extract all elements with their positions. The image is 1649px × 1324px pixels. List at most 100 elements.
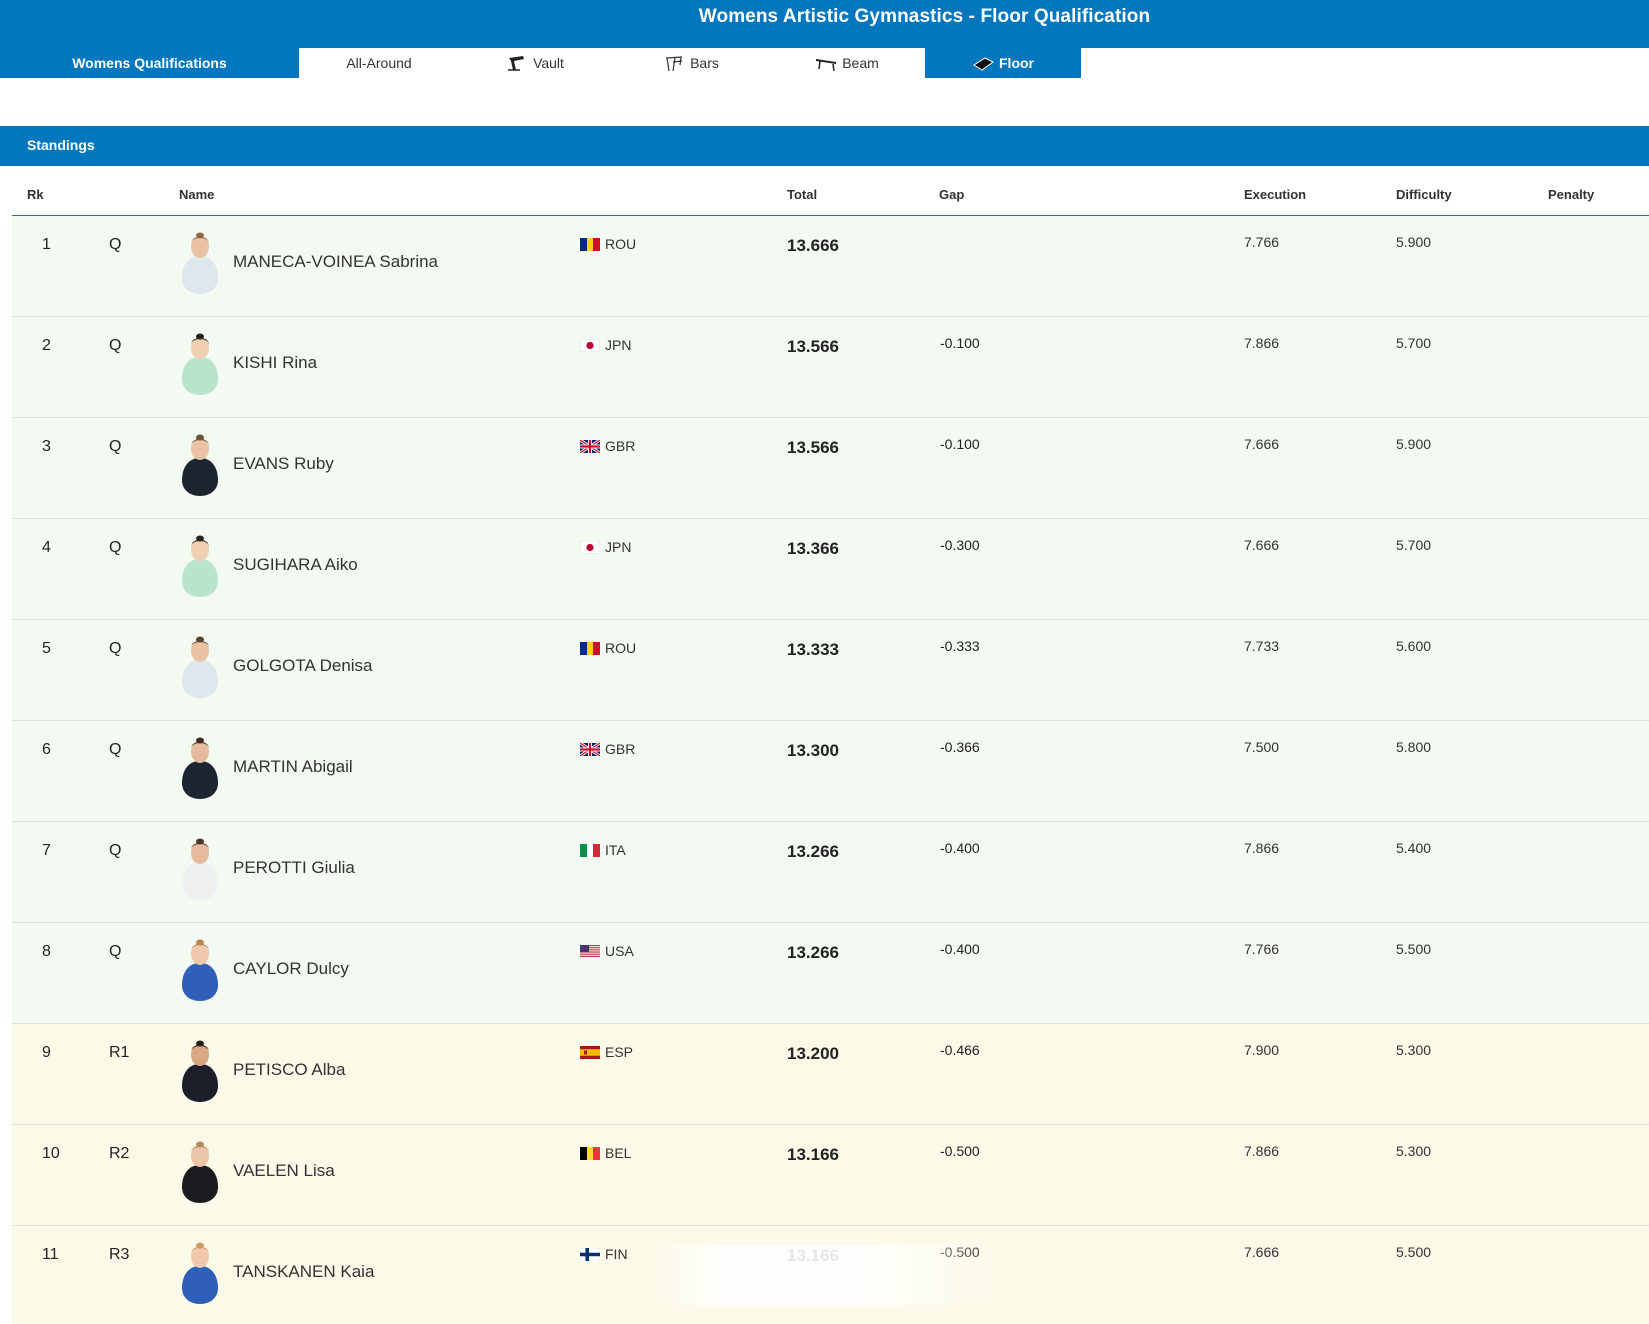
gap-value: -0.400	[940, 941, 980, 957]
vault-icon	[508, 56, 525, 71]
table-row[interactable]: 5 Q GOLGOTA Denisa ROU 13.333 -0.333 7.7…	[12, 620, 1649, 721]
table-row[interactable]: 8 Q CAYLOR Dulcy USA 13.266 -0.400 7.766…	[12, 923, 1649, 1024]
table-row[interactable]: 10 R2 VAELEN Lisa BEL 13.166 -0.500 7.86…	[12, 1125, 1649, 1226]
table-row[interactable]: 4 Q SUGIHARA Aiko JPN 13.366 -0.300 7.66…	[12, 519, 1649, 620]
difficulty-score: 5.300	[1396, 1042, 1432, 1058]
athlete-photo	[182, 939, 218, 1001]
noc-cell: ITA	[580, 842, 626, 858]
execution-score: 7.666	[1244, 436, 1280, 452]
athlete-name-link[interactable]: VAELEN Lisa	[233, 1161, 335, 1180]
athlete-photo	[182, 1040, 218, 1102]
execution-score: 7.666	[1244, 537, 1280, 553]
tab-womens-qualifications[interactable]: Womens Qualifications	[0, 48, 299, 78]
col-header-difficulty[interactable]: Difficulty	[1396, 187, 1452, 202]
flag-gbr-icon	[580, 439, 600, 453]
tab-beam[interactable]: Beam	[769, 48, 925, 78]
athlete-photo	[182, 737, 218, 799]
tab-bars[interactable]: Bars	[613, 48, 769, 78]
col-header-gap[interactable]: Gap	[939, 187, 965, 202]
table-row[interactable]: 7 Q PEROTTI Giulia ITA 13.266 -0.400 7.8…	[12, 822, 1649, 923]
noc-cell: ROU	[580, 640, 636, 656]
flag-gbr-icon	[580, 742, 600, 756]
rank-cell: 5	[42, 640, 51, 657]
athlete-name-link[interactable]: MANECA-VOINEA Sabrina	[233, 252, 439, 271]
total-score: 13.266	[787, 943, 839, 962]
execution-score: 7.733	[1244, 638, 1280, 654]
header-divider	[12, 215, 1649, 216]
execution-score: 7.866	[1244, 1143, 1280, 1159]
athlete-name-link[interactable]: EVANS Ruby	[233, 454, 334, 473]
difficulty-score: 5.500	[1396, 1244, 1432, 1260]
gap-value: -0.300	[940, 537, 980, 553]
difficulty-score: 5.500	[1396, 941, 1432, 957]
noc-cell: BEL	[580, 1145, 631, 1161]
flag-esp-icon	[580, 1045, 600, 1059]
flag-fin-icon	[580, 1247, 600, 1261]
noc-code: ITA	[605, 842, 626, 858]
difficulty-score: 5.600	[1396, 638, 1432, 654]
total-score: 13.266	[787, 842, 839, 861]
difficulty-score: 5.800	[1396, 739, 1432, 755]
qualification-status: Q	[109, 741, 122, 758]
athlete-photo	[182, 535, 218, 597]
col-header-rank[interactable]: Rk	[27, 187, 44, 202]
beam-icon	[816, 59, 837, 72]
tab-label: Floor	[999, 55, 1034, 71]
execution-score: 7.866	[1244, 335, 1280, 351]
tab-floor[interactable]: Floor	[925, 48, 1081, 78]
table-row[interactable]: 6 Q MARTIN Abigail GBR 13.300 -0.366 7.5…	[12, 721, 1649, 822]
noc-code: USA	[605, 943, 634, 959]
gap-value: -0.366	[940, 739, 980, 755]
tab-all-around[interactable]: All-Around	[301, 48, 457, 78]
athlete-name-link[interactable]: PETISCO Alba	[233, 1060, 346, 1079]
qualification-status: Q	[109, 943, 122, 960]
athlete-name-link[interactable]: GOLGOTA Denisa	[233, 656, 373, 675]
athlete-name-link[interactable]: CAYLOR Dulcy	[233, 959, 349, 978]
total-score: 13.666	[787, 236, 839, 255]
col-header-penalty[interactable]: Penalty	[1548, 187, 1595, 202]
tab-vault[interactable]: Vault	[457, 48, 613, 78]
total-score: 13.333	[787, 640, 839, 659]
floor-icon	[973, 57, 994, 71]
noc-code: ESP	[605, 1044, 634, 1060]
table-row[interactable]: 9 R1 PETISCO Alba ESP 13.200 -0.466 7.90…	[12, 1024, 1649, 1125]
noc-cell: GBR	[580, 741, 635, 757]
noc-cell: GBR	[580, 438, 635, 454]
tab-label: Bars	[690, 55, 719, 71]
qualification-status: R1	[109, 1044, 130, 1061]
col-header-total[interactable]: Total	[787, 187, 818, 202]
qualification-status: R2	[109, 1145, 130, 1162]
noc-code: GBR	[605, 741, 636, 757]
rank-cell: 3	[42, 438, 51, 455]
athlete-photo	[182, 1141, 218, 1203]
total-score: 13.366	[787, 539, 839, 558]
col-header-name[interactable]: Name	[179, 187, 215, 202]
gap-value: -0.500	[940, 1143, 980, 1159]
athlete-name-link[interactable]: KISHI Rina	[233, 353, 318, 372]
difficulty-score: 5.900	[1396, 234, 1432, 250]
table-row[interactable]: 2 Q KISHI Rina JPN 13.566 -0.100 7.866 5…	[12, 317, 1649, 418]
tab-label: All-Around	[346, 55, 412, 71]
athlete-name-link[interactable]: MARTIN Abigail	[233, 757, 353, 776]
athlete-name-link[interactable]: TANSKANEN Kaia	[233, 1262, 375, 1281]
athlete-photo	[182, 1242, 218, 1304]
col-header-execution[interactable]: Execution	[1244, 187, 1307, 202]
execution-score: 7.900	[1244, 1042, 1280, 1058]
standings-title: Standings	[27, 137, 95, 153]
athlete-name-link[interactable]: SUGIHARA Aiko	[233, 555, 358, 574]
noc-cell: JPN	[580, 539, 631, 555]
blur-artifact	[645, 1245, 1005, 1305]
noc-cell: ROU	[580, 236, 636, 252]
rank-cell: 4	[42, 539, 51, 556]
athlete-name-link[interactable]: PEROTTI Giulia	[233, 858, 355, 877]
qualification-status: Q	[109, 236, 122, 253]
noc-cell: FIN	[580, 1246, 628, 1262]
noc-code: JPN	[605, 539, 632, 555]
flag-usa-icon	[580, 944, 600, 958]
standings-bar: Standings	[0, 126, 1649, 166]
table-row[interactable]: 1 Q MANECA-VOINEA Sabrina ROU 13.666 7.7…	[12, 216, 1649, 317]
total-score: 13.566	[787, 438, 839, 457]
standings-table: 1 Q MANECA-VOINEA Sabrina ROU 13.666 7.7…	[12, 216, 1649, 1324]
table-row[interactable]: 3 Q EVANS Ruby GBR 13.566 -0.100 7.666 5…	[12, 418, 1649, 519]
